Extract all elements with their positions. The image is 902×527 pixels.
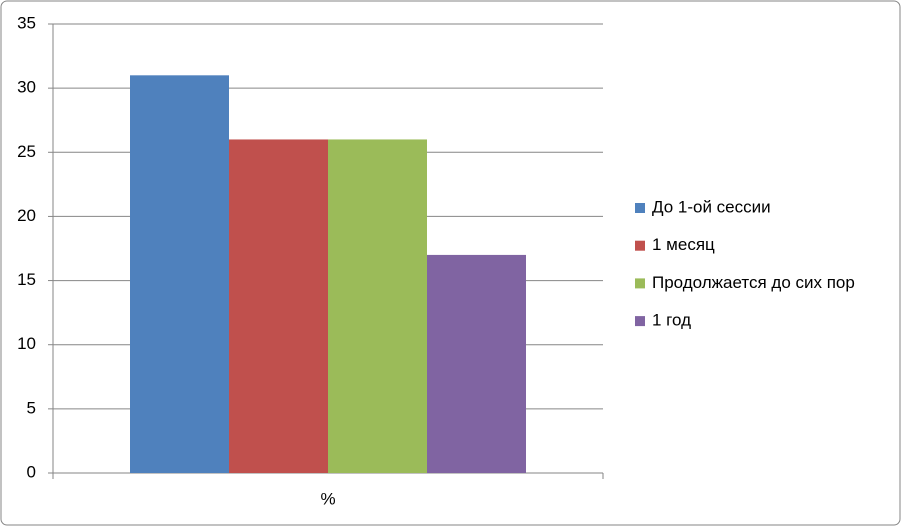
legend-swatch — [635, 203, 645, 213]
legend-label: 1 год — [652, 311, 691, 330]
legend-swatch — [635, 316, 645, 327]
bar — [427, 254, 526, 473]
bar — [229, 139, 328, 473]
y-tick-label: 10 — [17, 334, 36, 353]
y-tick-label: 5 — [27, 398, 36, 417]
legend-swatch — [635, 278, 645, 289]
bar — [130, 75, 229, 474]
x-tick-label: % — [320, 489, 335, 508]
y-tick-label: 30 — [17, 78, 36, 97]
y-tick-label: 35 — [17, 13, 36, 32]
legend-label: Продолжается до сих пор — [652, 273, 855, 292]
legend-swatch — [635, 240, 645, 251]
legend-label: До 1-ой сессии — [652, 197, 771, 216]
y-tick-label: 15 — [17, 270, 36, 289]
legend-label: 1 месяц — [652, 235, 715, 254]
y-tick-label: 0 — [27, 462, 36, 481]
y-tick-label: 20 — [17, 206, 36, 225]
y-tick-label: 25 — [17, 142, 36, 161]
bar — [328, 139, 427, 473]
